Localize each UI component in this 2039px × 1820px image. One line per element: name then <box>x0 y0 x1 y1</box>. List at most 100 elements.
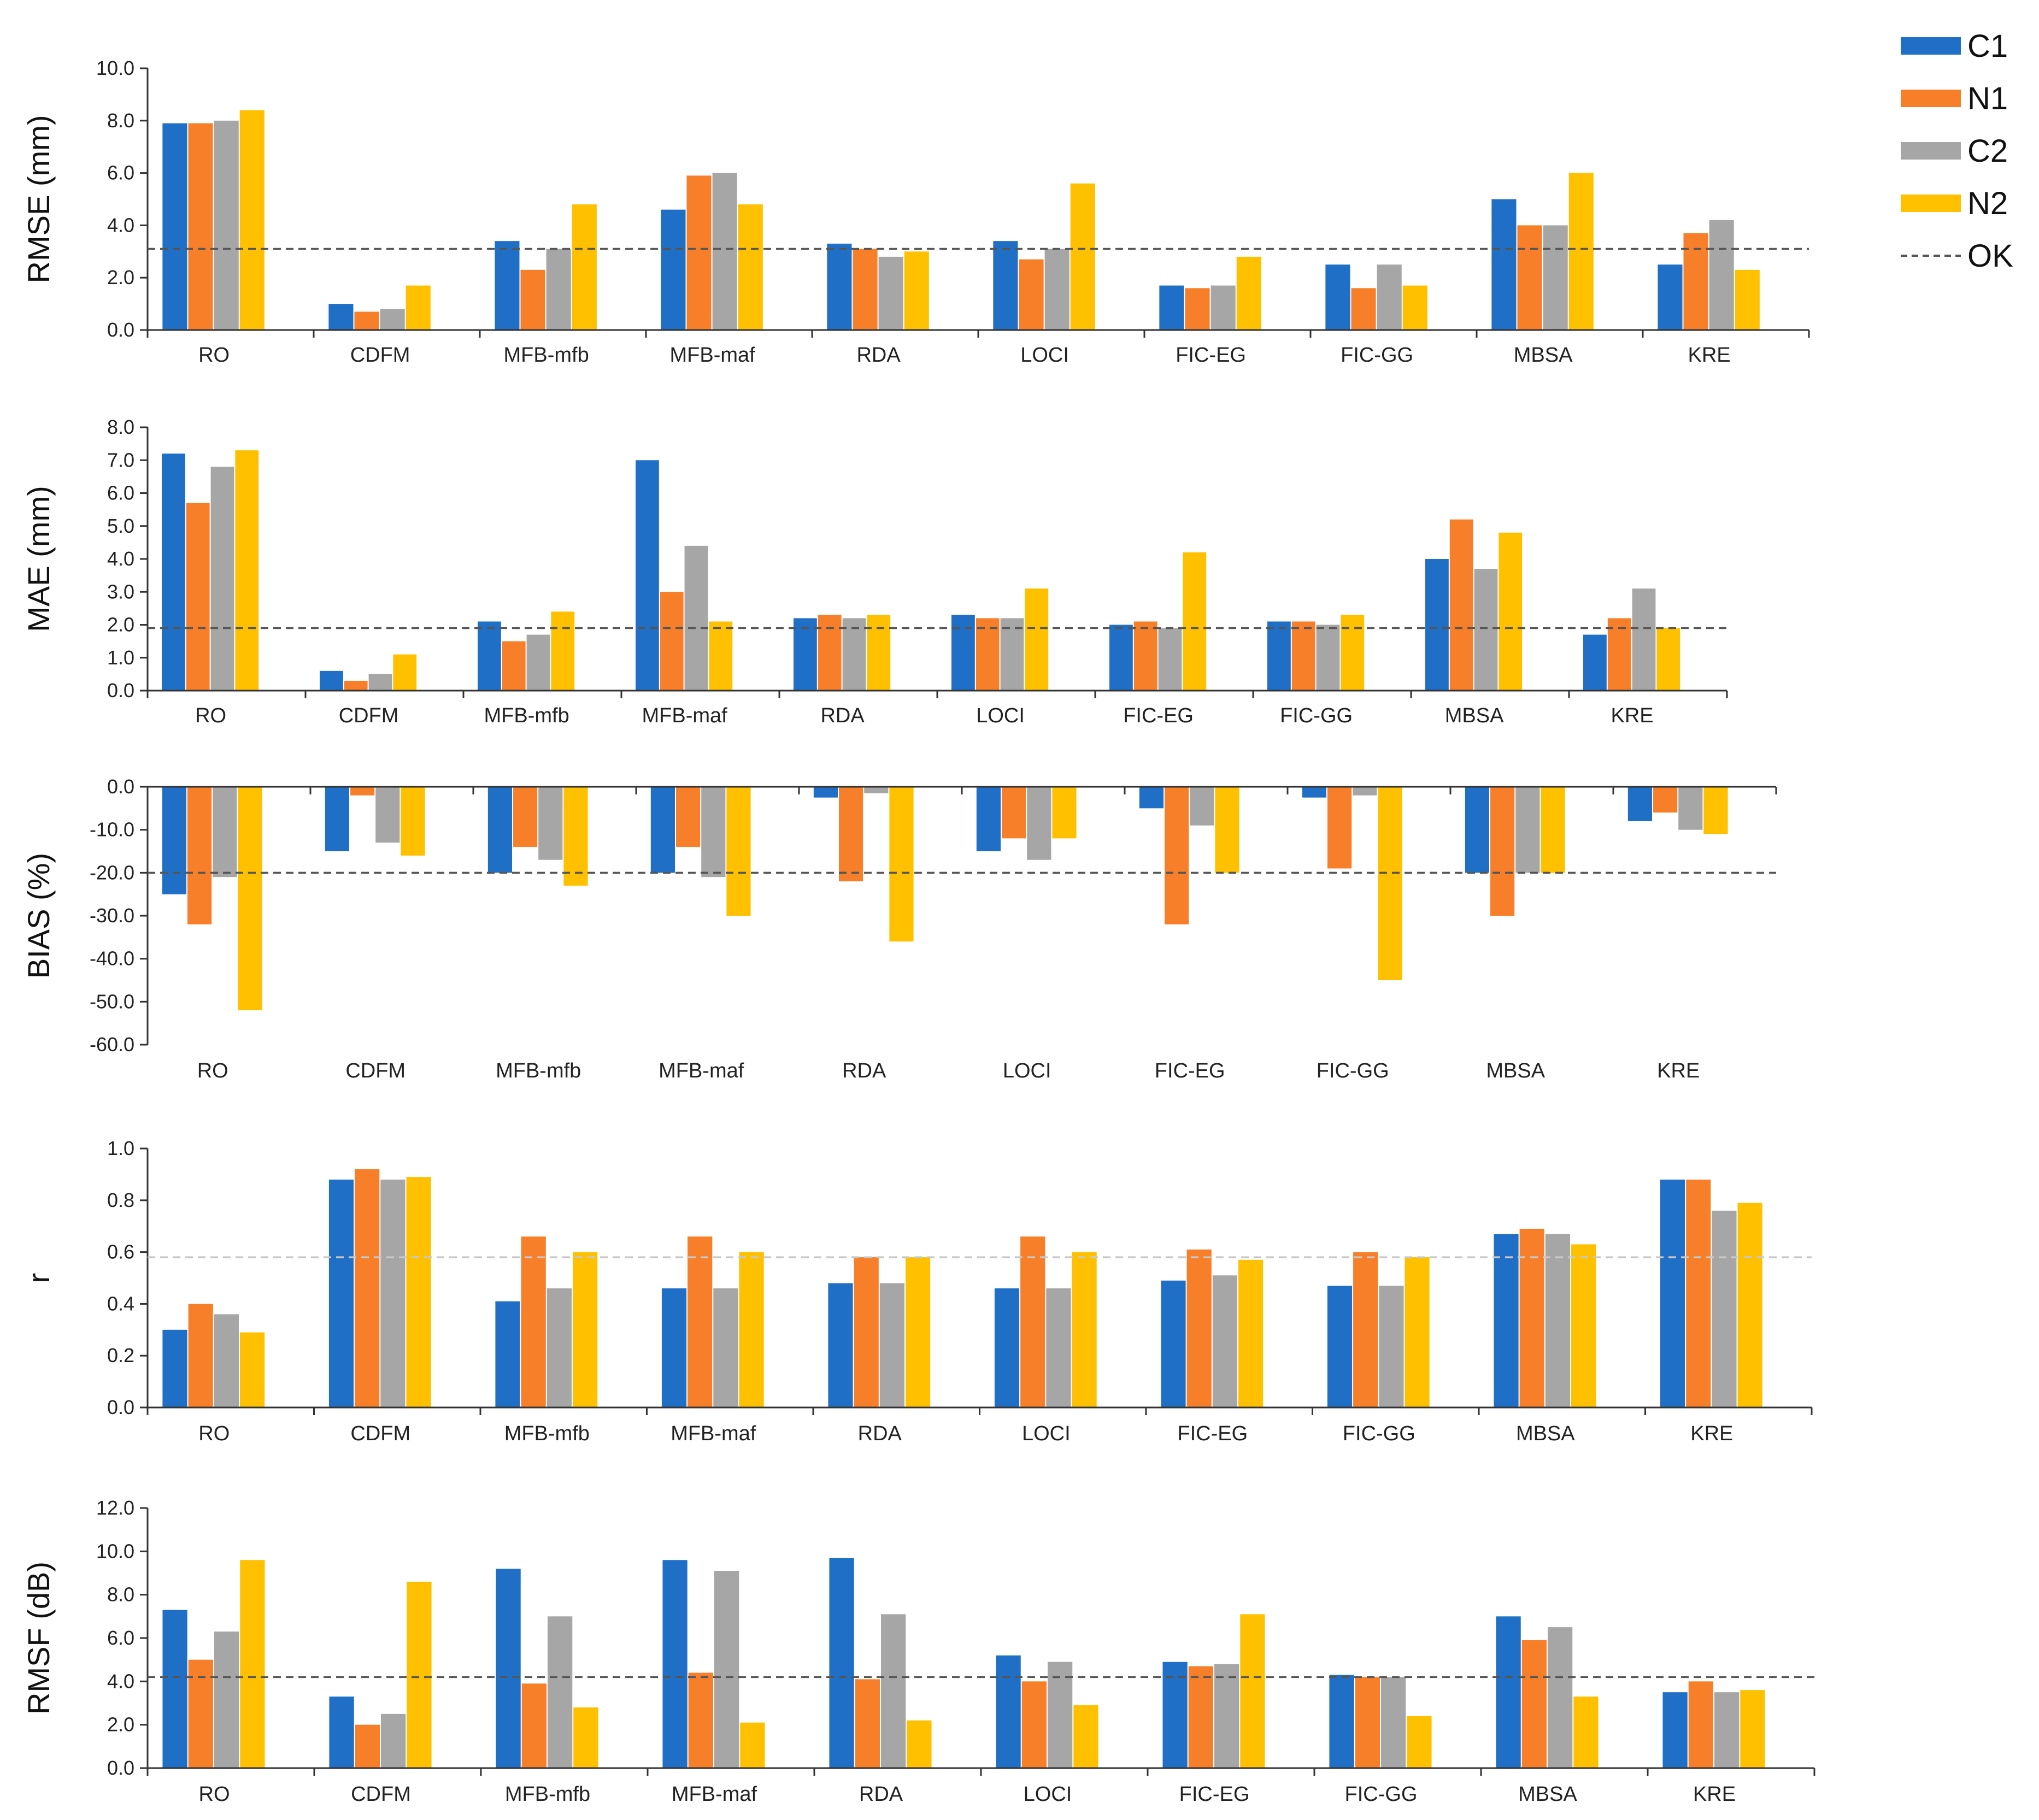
bar-N2-RDA <box>904 251 929 330</box>
bar-N2-LOCI <box>1073 1705 1098 1768</box>
bar-C2-FIC-EG <box>1212 1275 1237 1407</box>
x-tick-label: FIC-EG <box>1179 1783 1250 1806</box>
bar-C1-CDFM <box>329 1697 354 1768</box>
bar-C1-RO <box>162 1610 187 1768</box>
bar-C1-MFB-mfb <box>478 621 501 691</box>
x-tick-label: LOCI <box>1024 1783 1072 1806</box>
bar-C1-FIC-GG <box>1267 621 1291 691</box>
bar-C2-LOCI <box>1046 1288 1071 1407</box>
x-tick-label: FIC-EG <box>1155 1059 1225 1082</box>
bar-C1-MBSA <box>1425 559 1449 691</box>
bar-N2-MFB-maf <box>739 1252 764 1407</box>
bar-C2-FIC-GG <box>1353 787 1377 796</box>
bar-N1-RDA <box>854 1257 879 1407</box>
bar-C1-MFB-maf <box>636 460 659 691</box>
bar-C2-RO <box>214 120 239 331</box>
bar-C1-MFB-mfb <box>495 1301 520 1407</box>
y-tick-label: -50.0 <box>90 990 134 1012</box>
bar-N2-KRE <box>1740 1690 1765 1768</box>
bar-C2-CDFM <box>381 1713 406 1768</box>
bar-N1-MFB-mfb <box>521 1236 546 1407</box>
bar-N1-FIC-GG <box>1351 288 1376 330</box>
y-tick-label: 0.0 <box>107 1396 134 1418</box>
x-tick-label: MFB-mfb <box>505 1783 590 1806</box>
y-tick-label: -40.0 <box>90 947 134 970</box>
y-tick-label: 0.8 <box>107 1189 134 1211</box>
x-tick-label: KRE <box>1693 1783 1736 1806</box>
bar-N1-MBSA <box>1519 1228 1544 1407</box>
bar-C2-MFB-maf <box>684 545 708 691</box>
x-tick-label: RO <box>198 344 230 367</box>
legend-label-N1: N1 <box>1967 81 2008 116</box>
bar-N1-CDFM <box>355 1169 380 1407</box>
x-tick-label: CDFM <box>350 1422 410 1445</box>
bar-C1-FIC-EG <box>1109 625 1133 691</box>
x-tick-label: LOCI <box>1020 344 1069 367</box>
bar-C1-MBSA <box>1491 199 1517 330</box>
bar-C2-MFB-mfb <box>547 1288 572 1407</box>
bar-N1-KRE <box>1683 233 1708 330</box>
bar-N1-RO <box>188 123 213 330</box>
bar-C2-LOCI <box>1000 618 1024 691</box>
bar-N1-FIC-GG <box>1355 1677 1380 1768</box>
x-tick-label: LOCI <box>976 704 1025 727</box>
bar-N2-FIC-GG <box>1341 615 1365 691</box>
bar-N2-FIC-EG <box>1240 1614 1265 1768</box>
bar-N2-FIC-GG <box>1402 285 1427 330</box>
bar-C2-KRE <box>1678 787 1703 830</box>
bar-N1-RDA <box>839 787 863 882</box>
bar-N1-MFB-mfb <box>502 641 526 691</box>
y-axis-label: r <box>21 1273 56 1283</box>
y-tick-label: 7.0 <box>107 449 134 471</box>
bar-N2-CDFM <box>393 654 417 691</box>
y-tick-label: 8.0 <box>107 109 134 132</box>
bar-N1-FIC-EG <box>1186 1249 1212 1407</box>
x-tick-label: MFB-mfb <box>496 1059 581 1082</box>
bar-N2-FIC-EG <box>1183 552 1207 691</box>
bar-N2-MBSA <box>1573 1697 1599 1768</box>
bar-C1-FIC-EG <box>1139 787 1164 809</box>
y-tick-label: 5.0 <box>107 515 134 537</box>
bar-C1-RDA <box>813 787 838 798</box>
bar-N2-RO <box>239 110 265 330</box>
bar-C2-MFB-maf <box>714 1571 739 1768</box>
bar-N1-MBSA <box>1521 1640 1547 1768</box>
bar-C1-RDA <box>828 1283 853 1407</box>
bar-N2-MBSA <box>1571 1244 1596 1407</box>
x-tick-label: FIC-GG <box>1341 344 1413 367</box>
bar-N1-MBSA <box>1490 787 1515 916</box>
x-tick-label: KRE <box>1690 1422 1733 1445</box>
bar-C2-KRE <box>1712 1210 1737 1407</box>
y-axis-label: MAE (mm) <box>21 486 56 632</box>
bar-N1-RO <box>188 1304 213 1407</box>
bar-C1-KRE <box>1662 1692 1688 1768</box>
bar-C2-FIC-GG <box>1381 1677 1406 1768</box>
bar-C2-RDA <box>842 618 866 691</box>
y-axis-label: RMSE (mm) <box>21 115 56 284</box>
bar-N2-RDA <box>907 1720 932 1768</box>
bar-C2-FIC-GG <box>1377 264 1402 330</box>
bar-N1-KRE <box>1686 1179 1711 1407</box>
bar-C2-LOCI <box>1048 1662 1073 1768</box>
y-tick-label: 0.0 <box>107 1757 134 1779</box>
y-tick-label: 6.0 <box>107 1627 134 1649</box>
bar-N1-MFB-mfb <box>521 1683 547 1768</box>
y-axis-label: BIAS (%) <box>21 853 56 979</box>
y-tick-label: 2.0 <box>107 1713 134 1736</box>
bar-N2-MFB-mfb <box>563 787 588 886</box>
bar-N2-RO <box>240 1560 265 1768</box>
bar-N2-MFB-mfb <box>572 1252 598 1407</box>
bar-C2-FIC-EG <box>1214 1664 1239 1768</box>
bar-N1-KRE <box>1688 1681 1713 1768</box>
bar-N1-CDFM <box>350 787 375 796</box>
bar-N2-CDFM <box>407 1581 432 1768</box>
bar-C2-RO <box>214 1631 239 1768</box>
bar-N1-MFB-maf <box>660 592 684 691</box>
y-tick-label: 1.0 <box>107 646 134 669</box>
bar-C2-MBSA <box>1545 1234 1570 1407</box>
bar-C2-FIC-EG <box>1211 285 1236 330</box>
bar-N2-MBSA <box>1541 787 1565 873</box>
bar-N2-CDFM <box>406 285 431 330</box>
x-tick-label: CDFM <box>351 1783 411 1806</box>
bar-N2-FIC-EG <box>1236 256 1261 330</box>
